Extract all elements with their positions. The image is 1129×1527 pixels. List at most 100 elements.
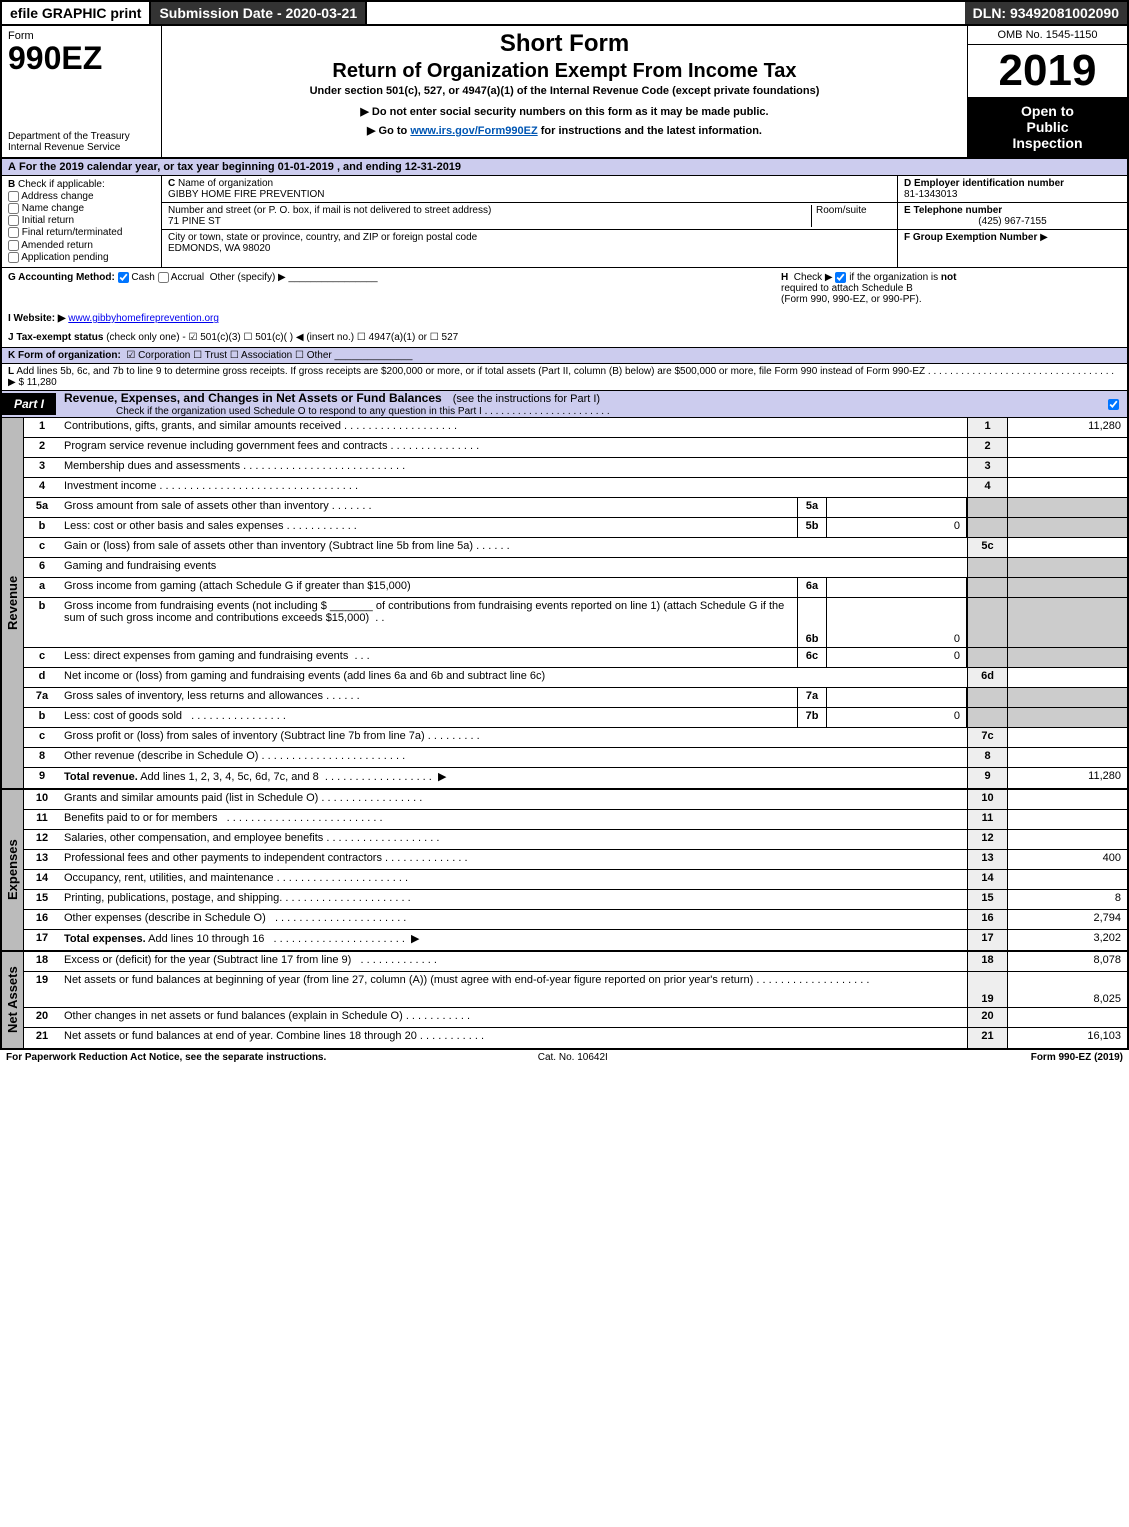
e-phone: E Telephone number (425) 967-7155 (898, 203, 1127, 230)
page-footer: For Paperwork Reduction Act Notice, see … (0, 1050, 1129, 1065)
d-ein: D Employer identification number 81-1343… (898, 176, 1127, 203)
check-final-return[interactable]: Final return/terminated (8, 227, 155, 238)
line-6d: dNet income or (loss) from gaming and fu… (24, 668, 1127, 688)
org-city: EDMONDS, WA 98020 (168, 243, 270, 254)
dept-line2: Internal Revenue Service (8, 142, 120, 153)
l-text: Add lines 5b, 6c, and 7b to line 9 to de… (8, 366, 1114, 388)
netassets-section: Net Assets 18Excess or (deficit) for the… (0, 952, 1129, 1050)
line-20: 20Other changes in net assets or fund ba… (24, 1008, 1127, 1028)
row-k: K Form of organization: ☑ Corporation ☐ … (0, 348, 1129, 364)
dept-treasury: Department of the Treasury Internal Reve… (8, 119, 155, 153)
f-label: F Group Exemption Number (904, 232, 1037, 243)
submission-date: Submission Date - 2020-03-21 (149, 2, 367, 24)
l-label: L (8, 366, 14, 377)
open-1: Open to (1021, 103, 1074, 119)
g-label: G Accounting Method: (8, 272, 115, 283)
header-center: Short Form Return of Organization Exempt… (162, 26, 967, 157)
form-number: 990EZ (8, 42, 155, 74)
footer-catno: Cat. No. 10642I (538, 1052, 608, 1063)
top-bar: efile GRAPHIC print Submission Date - 20… (0, 0, 1129, 26)
c-street-row: Number and street (or P. O. box, if mail… (162, 203, 897, 230)
row-a: A For the 2019 calendar year, or tax yea… (0, 159, 1129, 176)
row-i: I Website: ▶ www.gibbyhomefireprevention… (0, 309, 1129, 328)
part1-note: (see the instructions for Part I) (453, 393, 600, 405)
row-h: H Check ▶ if the organization is not req… (781, 272, 1121, 305)
k-label: K Form of organization: (8, 350, 121, 361)
efile-label[interactable]: efile GRAPHIC print (2, 2, 149, 24)
org-name: GIBBY HOME FIRE PREVENTION (168, 189, 325, 200)
check-initial-return[interactable]: Initial return (8, 215, 155, 226)
j-label: J Tax-exempt status (8, 332, 103, 343)
line-5b: bLess: cost or other basis and sales exp… (24, 518, 1127, 538)
ein-value: 81-1343013 (904, 189, 957, 200)
open-3: Inspection (1012, 135, 1082, 151)
phone-value: (425) 967-7155 (904, 216, 1121, 227)
irs-link[interactable]: www.irs.gov/Form990EZ (410, 125, 537, 137)
website-link[interactable]: www.gibbyhomefireprevention.org (68, 313, 219, 324)
part1-header: Part I Revenue, Expenses, and Changes in… (0, 391, 1129, 418)
line-4: 4Investment income . . . . . . . . . . .… (24, 478, 1127, 498)
tax-year: 2019 (968, 45, 1127, 97)
line-17: 17Total expenses. Add lines 10 through 1… (24, 930, 1127, 950)
line-12: 12Salaries, other compensation, and empl… (24, 830, 1127, 850)
open-to-public: Open to Public Inspection (968, 97, 1127, 157)
ssn-notice: ▶ Do not enter social security numbers o… (170, 105, 959, 118)
omb-number: OMB No. 1545-1150 (968, 26, 1127, 45)
check-address-change[interactable]: Address change (8, 191, 155, 202)
k-opts: ☑ Corporation ☐ Trust ☐ Association ☐ Ot… (126, 350, 331, 361)
check-h[interactable] (835, 272, 846, 283)
h-label: H (781, 272, 788, 283)
h-check: Check ▶ (794, 272, 833, 283)
goto-post: for instructions and the latest informat… (538, 125, 762, 137)
goto-pre: ▶ Go to (367, 125, 410, 137)
form-header: Form 990EZ Department of the Treasury In… (0, 26, 1129, 159)
expenses-section: Expenses 10Grants and similar amounts pa… (0, 790, 1129, 952)
revenue-section: Revenue 1Contributions, gifts, grants, a… (0, 418, 1129, 790)
row-a-text: For the 2019 calendar year, or tax year … (19, 161, 461, 173)
line-15: 15Printing, publications, postage, and s… (24, 890, 1127, 910)
line-5a: 5aGross amount from sale of assets other… (24, 498, 1127, 518)
c-name-row: C Name of organization GIBBY HOME FIRE P… (162, 176, 897, 203)
footer-formref: Form 990-EZ (2019) (1031, 1052, 1123, 1063)
line-9: 9Total revenue. Add lines 1, 2, 3, 4, 5c… (24, 768, 1127, 788)
check-application-pending[interactable]: Application pending (8, 252, 155, 263)
col-def: D Employer identification number 81-1343… (897, 176, 1127, 267)
c-name-label: Name of organization (178, 178, 273, 189)
line-13: 13Professional fees and other payments t… (24, 850, 1127, 870)
check-amended-return[interactable]: Amended return (8, 240, 155, 251)
return-title: Return of Organization Exempt From Incom… (170, 60, 959, 83)
check-cash[interactable] (118, 272, 129, 283)
f-arrow: ▶ (1040, 232, 1048, 243)
part1-sub: Check if the organization used Schedule … (56, 406, 610, 417)
opt-cash: Cash (131, 272, 154, 283)
dept-line1: Department of the Treasury (8, 131, 130, 142)
f-group: F Group Exemption Number ▶ (898, 230, 1127, 245)
label-a: A (8, 161, 16, 173)
d-label: D Employer identification number (904, 178, 1064, 189)
line-1: 1Contributions, gifts, grants, and simil… (24, 418, 1127, 438)
header-right: OMB No. 1545-1150 2019 Open to Public In… (967, 26, 1127, 157)
goto-notice: ▶ Go to www.irs.gov/Form990EZ for instru… (170, 124, 959, 137)
c-city-label: City or town, state or province, country… (168, 232, 477, 243)
line-21: 21Net assets or fund balances at end of … (24, 1028, 1127, 1048)
check-name-change[interactable]: Name change (8, 203, 155, 214)
line-6b: bGross income from fundraising events (n… (24, 598, 1127, 648)
org-street: 71 PINE ST (168, 216, 221, 227)
line-5c: cGain or (loss) from sale of assets othe… (24, 538, 1127, 558)
side-expenses: Expenses (2, 790, 24, 950)
check-schedule-o[interactable] (1108, 399, 1119, 410)
side-netassets: Net Assets (2, 952, 24, 1048)
line-7a: 7aGross sales of inventory, less returns… (24, 688, 1127, 708)
label-b: B (8, 179, 15, 190)
side-revenue: Revenue (2, 418, 24, 788)
under-section: Under section 501(c), 527, or 4947(a)(1)… (170, 85, 959, 97)
line-3: 3Membership dues and assessments . . . .… (24, 458, 1127, 478)
row-j: J Tax-exempt status (check only one) - ☑… (0, 328, 1129, 348)
open-2: Public (1026, 119, 1068, 135)
footer-left: For Paperwork Reduction Act Notice, see … (6, 1052, 326, 1063)
check-accrual[interactable] (158, 272, 169, 283)
row-gh: G Accounting Method: Cash Accrual Other … (0, 268, 1129, 309)
j-opts: ☑ 501(c)(3) ☐ 501(c)( ) ◀ (insert no.) ☐… (188, 332, 458, 343)
line-7b: bLess: cost of goods sold . . . . . . . … (24, 708, 1127, 728)
line-6c: cLess: direct expenses from gaming and f… (24, 648, 1127, 668)
